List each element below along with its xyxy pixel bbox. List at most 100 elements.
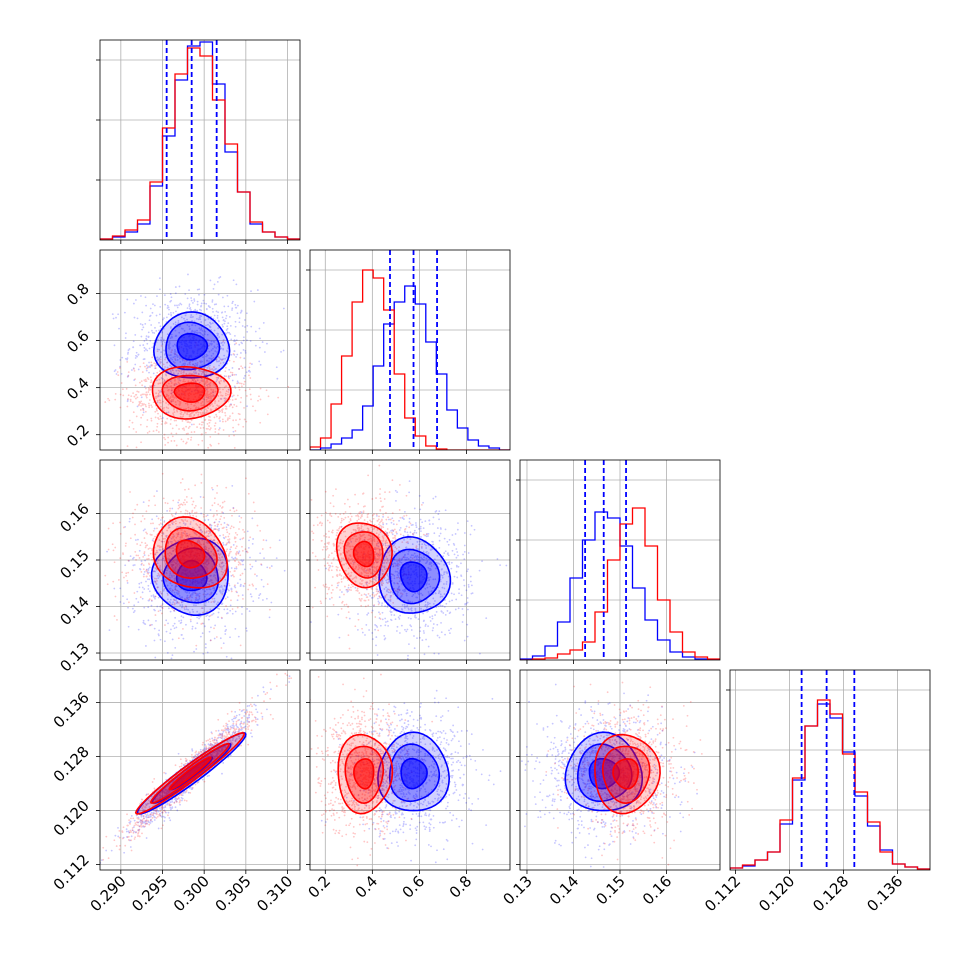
scatter-point — [157, 596, 160, 599]
scatter-point — [191, 379, 194, 381]
scatter-point — [162, 363, 165, 366]
scatter-point — [206, 388, 208, 391]
scatter-point — [177, 369, 180, 372]
scatter-point — [159, 325, 162, 328]
scatter-point — [126, 598, 129, 601]
scatter-point — [386, 605, 389, 608]
scatter-point — [160, 545, 163, 548]
scatter-point — [165, 395, 168, 398]
scatter-point — [463, 550, 466, 553]
scatter-point — [259, 387, 262, 390]
scatter-point — [433, 652, 436, 655]
scatter-point — [174, 321, 177, 324]
scatter-point — [499, 564, 502, 567]
scatter-point — [422, 527, 425, 530]
scatter-point — [213, 554, 215, 557]
scatter-point — [167, 397, 170, 400]
scatter-point — [408, 517, 411, 520]
histogram-series-b — [310, 269, 510, 450]
scatter-point — [139, 409, 142, 411]
scatter-point — [408, 526, 411, 529]
scatter-point — [192, 315, 194, 318]
scatter-point — [144, 322, 147, 325]
scatter-point — [199, 365, 201, 367]
scatter-point — [455, 598, 458, 601]
scatter-point — [163, 380, 165, 383]
scatter-point — [145, 568, 148, 571]
scatter-point — [188, 372, 191, 375]
scatter-point — [228, 559, 231, 562]
scatter-point — [205, 560, 208, 563]
scatter-point — [346, 590, 349, 593]
scatter-point — [148, 347, 151, 350]
scatter-point — [425, 561, 428, 564]
scatter-point — [233, 536, 236, 539]
scatter-point — [189, 521, 192, 523]
scatter-point — [448, 538, 451, 541]
scatter-point — [147, 336, 150, 339]
scatter-point — [450, 567, 453, 570]
scatter-point — [204, 562, 207, 565]
scatter-point — [189, 363, 191, 366]
scatter-point — [190, 297, 193, 299]
scatter-point — [148, 393, 151, 396]
scatter-point — [419, 630, 422, 633]
scatter-point — [210, 392, 213, 395]
scatter-point — [224, 597, 227, 600]
scatter-point — [392, 537, 395, 539]
scatter-point — [179, 402, 182, 405]
scatter-point — [433, 563, 435, 566]
scatter-point — [171, 336, 173, 339]
scatter-point — [165, 580, 168, 583]
scatter-point — [193, 404, 195, 407]
scatter-point — [174, 323, 177, 326]
scatter-point — [158, 545, 161, 548]
scatter-point — [213, 559, 216, 562]
scatter-point — [144, 296, 147, 299]
scatter-point — [242, 383, 245, 386]
scatter-point — [227, 347, 229, 350]
scatter-point — [126, 400, 129, 403]
scatter-point — [185, 623, 187, 626]
scatter-point — [208, 524, 211, 527]
scatter-point — [154, 609, 156, 612]
scatter-point — [170, 399, 173, 402]
scatter-point — [250, 595, 253, 598]
scatter-point — [151, 547, 153, 550]
scatter-point — [161, 548, 164, 551]
scatter-point — [387, 578, 390, 581]
scatter-point — [276, 377, 279, 380]
scatter-point — [229, 324, 232, 327]
scatter-point — [429, 620, 432, 622]
scatter-point — [200, 507, 203, 509]
scatter-point — [214, 368, 217, 371]
scatter-point — [141, 562, 143, 565]
scatter-point — [189, 361, 192, 363]
panel-1-1 — [306, 249, 511, 454]
scatter-point — [139, 323, 142, 325]
scatter-point — [122, 394, 125, 397]
scatter-point — [144, 387, 147, 390]
scatter-point — [234, 306, 237, 309]
scatter-point — [212, 287, 215, 290]
scatter-point — [165, 630, 168, 633]
scatter-point — [447, 554, 450, 557]
scatter-point — [186, 512, 189, 515]
scatter-point — [171, 565, 173, 568]
scatter-point — [216, 314, 219, 317]
scatter-point — [436, 634, 439, 637]
scatter-point — [398, 529, 401, 531]
scatter-point — [181, 420, 184, 422]
scatter-point — [249, 371, 251, 373]
scatter-point — [171, 394, 173, 396]
scatter-point — [132, 611, 135, 614]
scatter-point — [157, 559, 160, 562]
scatter-point — [145, 569, 148, 572]
scatter-point — [149, 315, 151, 318]
scatter-point — [222, 590, 224, 592]
scatter-point — [159, 305, 162, 308]
scatter-point — [243, 380, 246, 383]
scatter-point — [390, 530, 392, 532]
scatter-point — [196, 303, 199, 306]
scatter-point — [323, 534, 326, 537]
